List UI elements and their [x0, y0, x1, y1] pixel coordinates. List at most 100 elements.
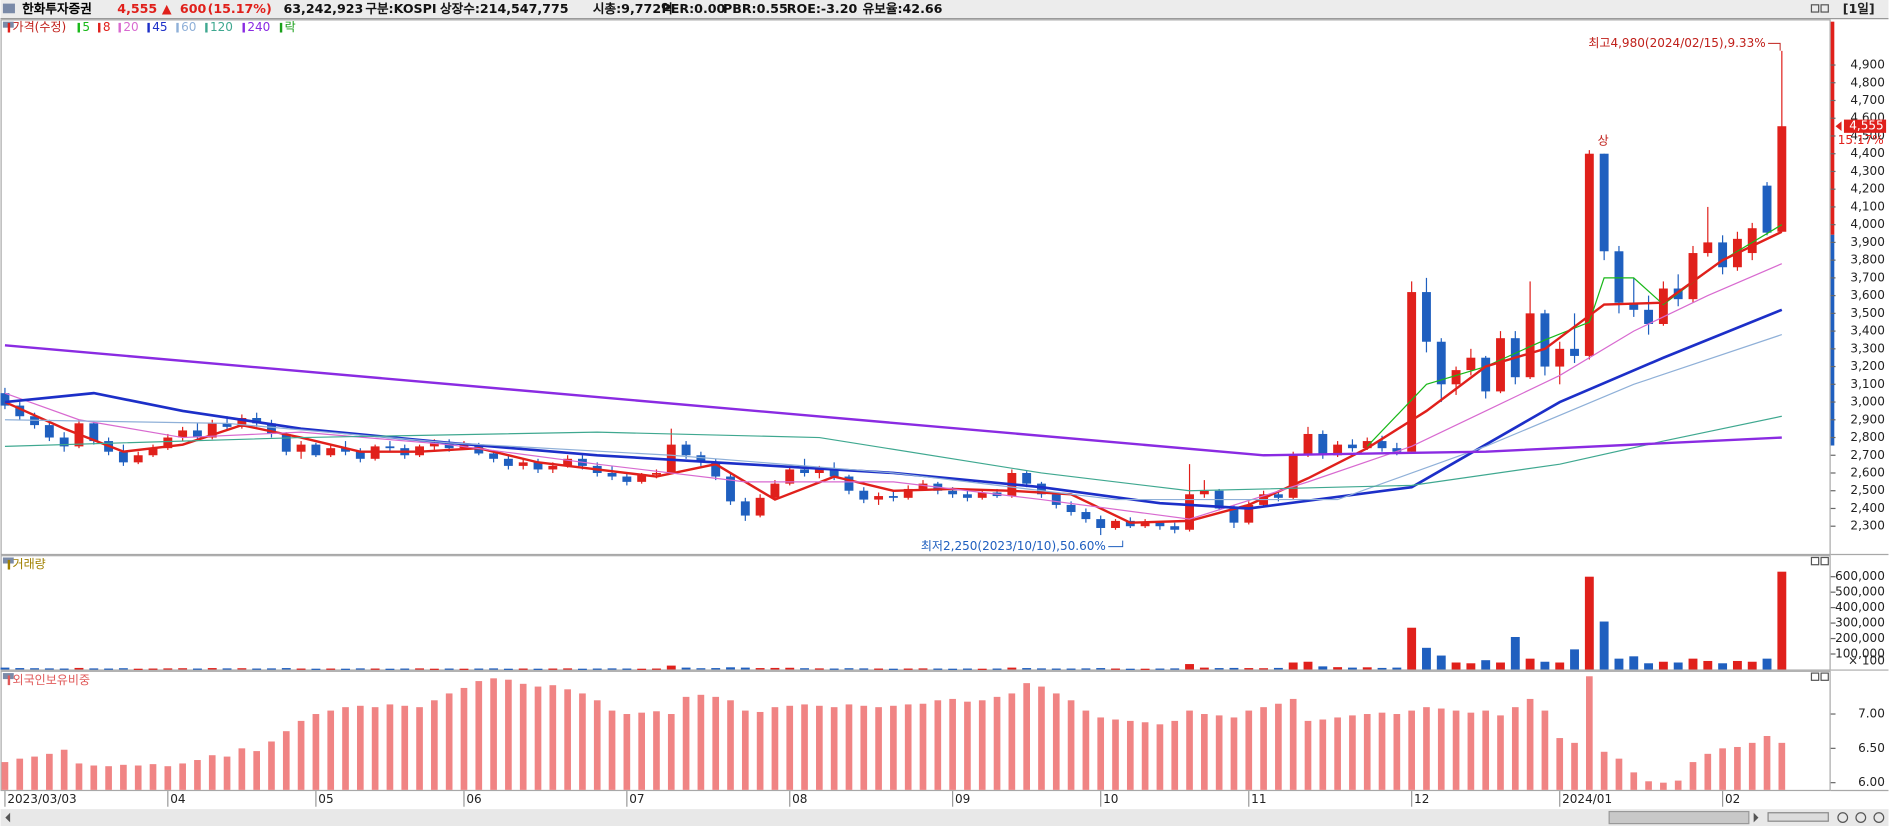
candle-body: [977, 492, 987, 498]
bar: [1600, 751, 1608, 790]
bar: [756, 711, 764, 790]
bar: [1126, 720, 1134, 790]
bar: [1392, 667, 1402, 670]
header-icon[interactable]: [2, 3, 15, 14]
candle-body: [1066, 504, 1076, 513]
bar: [16, 758, 24, 790]
legend-label: 60: [181, 20, 196, 34]
x-tick-label: 04: [170, 792, 185, 806]
bar: [1467, 712, 1475, 790]
candle-body: [311, 444, 321, 456]
window-button[interactable]: [1810, 4, 1820, 13]
price-change-label: 15.17%: [1838, 133, 1884, 147]
bar: [223, 756, 231, 790]
bar: [75, 763, 83, 790]
bar: [1689, 762, 1697, 790]
bar: [1674, 780, 1682, 790]
bar: [845, 704, 853, 790]
bar: [800, 668, 809, 670]
candle-body: [652, 472, 661, 475]
bar: [341, 668, 350, 670]
y-tick-label: 400,000: [1835, 600, 1885, 614]
y-tick-label: 4,000: [1850, 217, 1884, 231]
bar: [1066, 668, 1076, 670]
scroll-thumb[interactable]: [1608, 810, 1750, 825]
x-tick-label: 09: [955, 792, 970, 806]
bar: [1111, 668, 1120, 670]
legend-title: 가격(수정): [13, 20, 67, 34]
window-button[interactable]: [1820, 4, 1829, 13]
candle-body: [1096, 519, 1106, 528]
bar: [370, 668, 380, 670]
bar: [505, 679, 512, 790]
candle-body: [1199, 490, 1209, 495]
candle-body: [489, 453, 499, 459]
bar: [1510, 636, 1520, 670]
candle-body: [44, 425, 54, 438]
y-tick-label: 3,300: [1850, 341, 1884, 355]
scroll-right[interactable]: [1753, 812, 1759, 823]
legend-swatch: [118, 22, 121, 33]
candle-body: [755, 497, 765, 516]
bar: [1052, 693, 1060, 790]
panel-button[interactable]: [1810, 556, 1820, 566]
bar: [1097, 717, 1105, 790]
y-tick-label: 6.50: [1858, 741, 1885, 755]
candle-body: [296, 444, 306, 452]
bar: [904, 704, 912, 790]
candle-body: [1599, 153, 1609, 252]
bar: [222, 668, 232, 670]
bar: [297, 720, 305, 790]
bar: [992, 668, 1002, 670]
y-tick-label: 4,800: [1850, 75, 1884, 89]
zoom-reset[interactable]: [1873, 812, 1885, 823]
bar: [1289, 698, 1297, 790]
bar: [416, 707, 423, 790]
bar: [134, 765, 142, 790]
x-tick-label: 2023/03/03: [7, 792, 76, 806]
candle-body: [1703, 242, 1713, 254]
bar: [1377, 667, 1387, 670]
bar: [549, 685, 557, 790]
candle-body: [1170, 526, 1180, 530]
y-tick-label: 500,000: [1835, 585, 1885, 599]
bar: [1244, 668, 1254, 670]
bar: [1185, 664, 1194, 670]
y-tick-label: 4,100: [1850, 199, 1884, 213]
candle-body: [1185, 494, 1194, 530]
candle-body: [948, 490, 958, 495]
zoom-slider[interactable]: [1767, 812, 1829, 822]
foreign-frame: [0, 670, 1831, 792]
panel-button[interactable]: [1820, 672, 1829, 681]
panel-button[interactable]: [1820, 556, 1829, 566]
zoom-out[interactable]: [1837, 812, 1849, 823]
scroll-left[interactable]: [5, 812, 11, 823]
panel-button[interactable]: [1810, 672, 1820, 681]
y-tick-label: 2,600: [1850, 465, 1884, 479]
legend-label: 8: [103, 20, 111, 34]
candle-body: [829, 469, 839, 477]
candle-body: [1362, 441, 1372, 449]
bar: [1259, 668, 1269, 670]
zoom-in[interactable]: [1855, 812, 1867, 823]
bar: [962, 668, 972, 670]
bar: [1599, 621, 1609, 670]
bar: [31, 756, 38, 790]
bar: [133, 668, 143, 670]
bar: [60, 749, 68, 790]
bar: [267, 668, 276, 670]
bar: [1673, 662, 1683, 670]
bar: [179, 763, 186, 790]
candle-body: [444, 442, 454, 449]
bar: [607, 668, 617, 670]
bar: [533, 668, 543, 670]
bar: [1747, 661, 1757, 670]
candle-body: [192, 430, 202, 438]
candle-body: [740, 501, 750, 516]
bar: [1275, 703, 1282, 790]
candle-body: [607, 472, 617, 477]
bar: [400, 668, 410, 670]
bar: [579, 693, 586, 790]
bar: [755, 668, 765, 670]
period[interactable]: [1일]: [1843, 1, 1875, 16]
